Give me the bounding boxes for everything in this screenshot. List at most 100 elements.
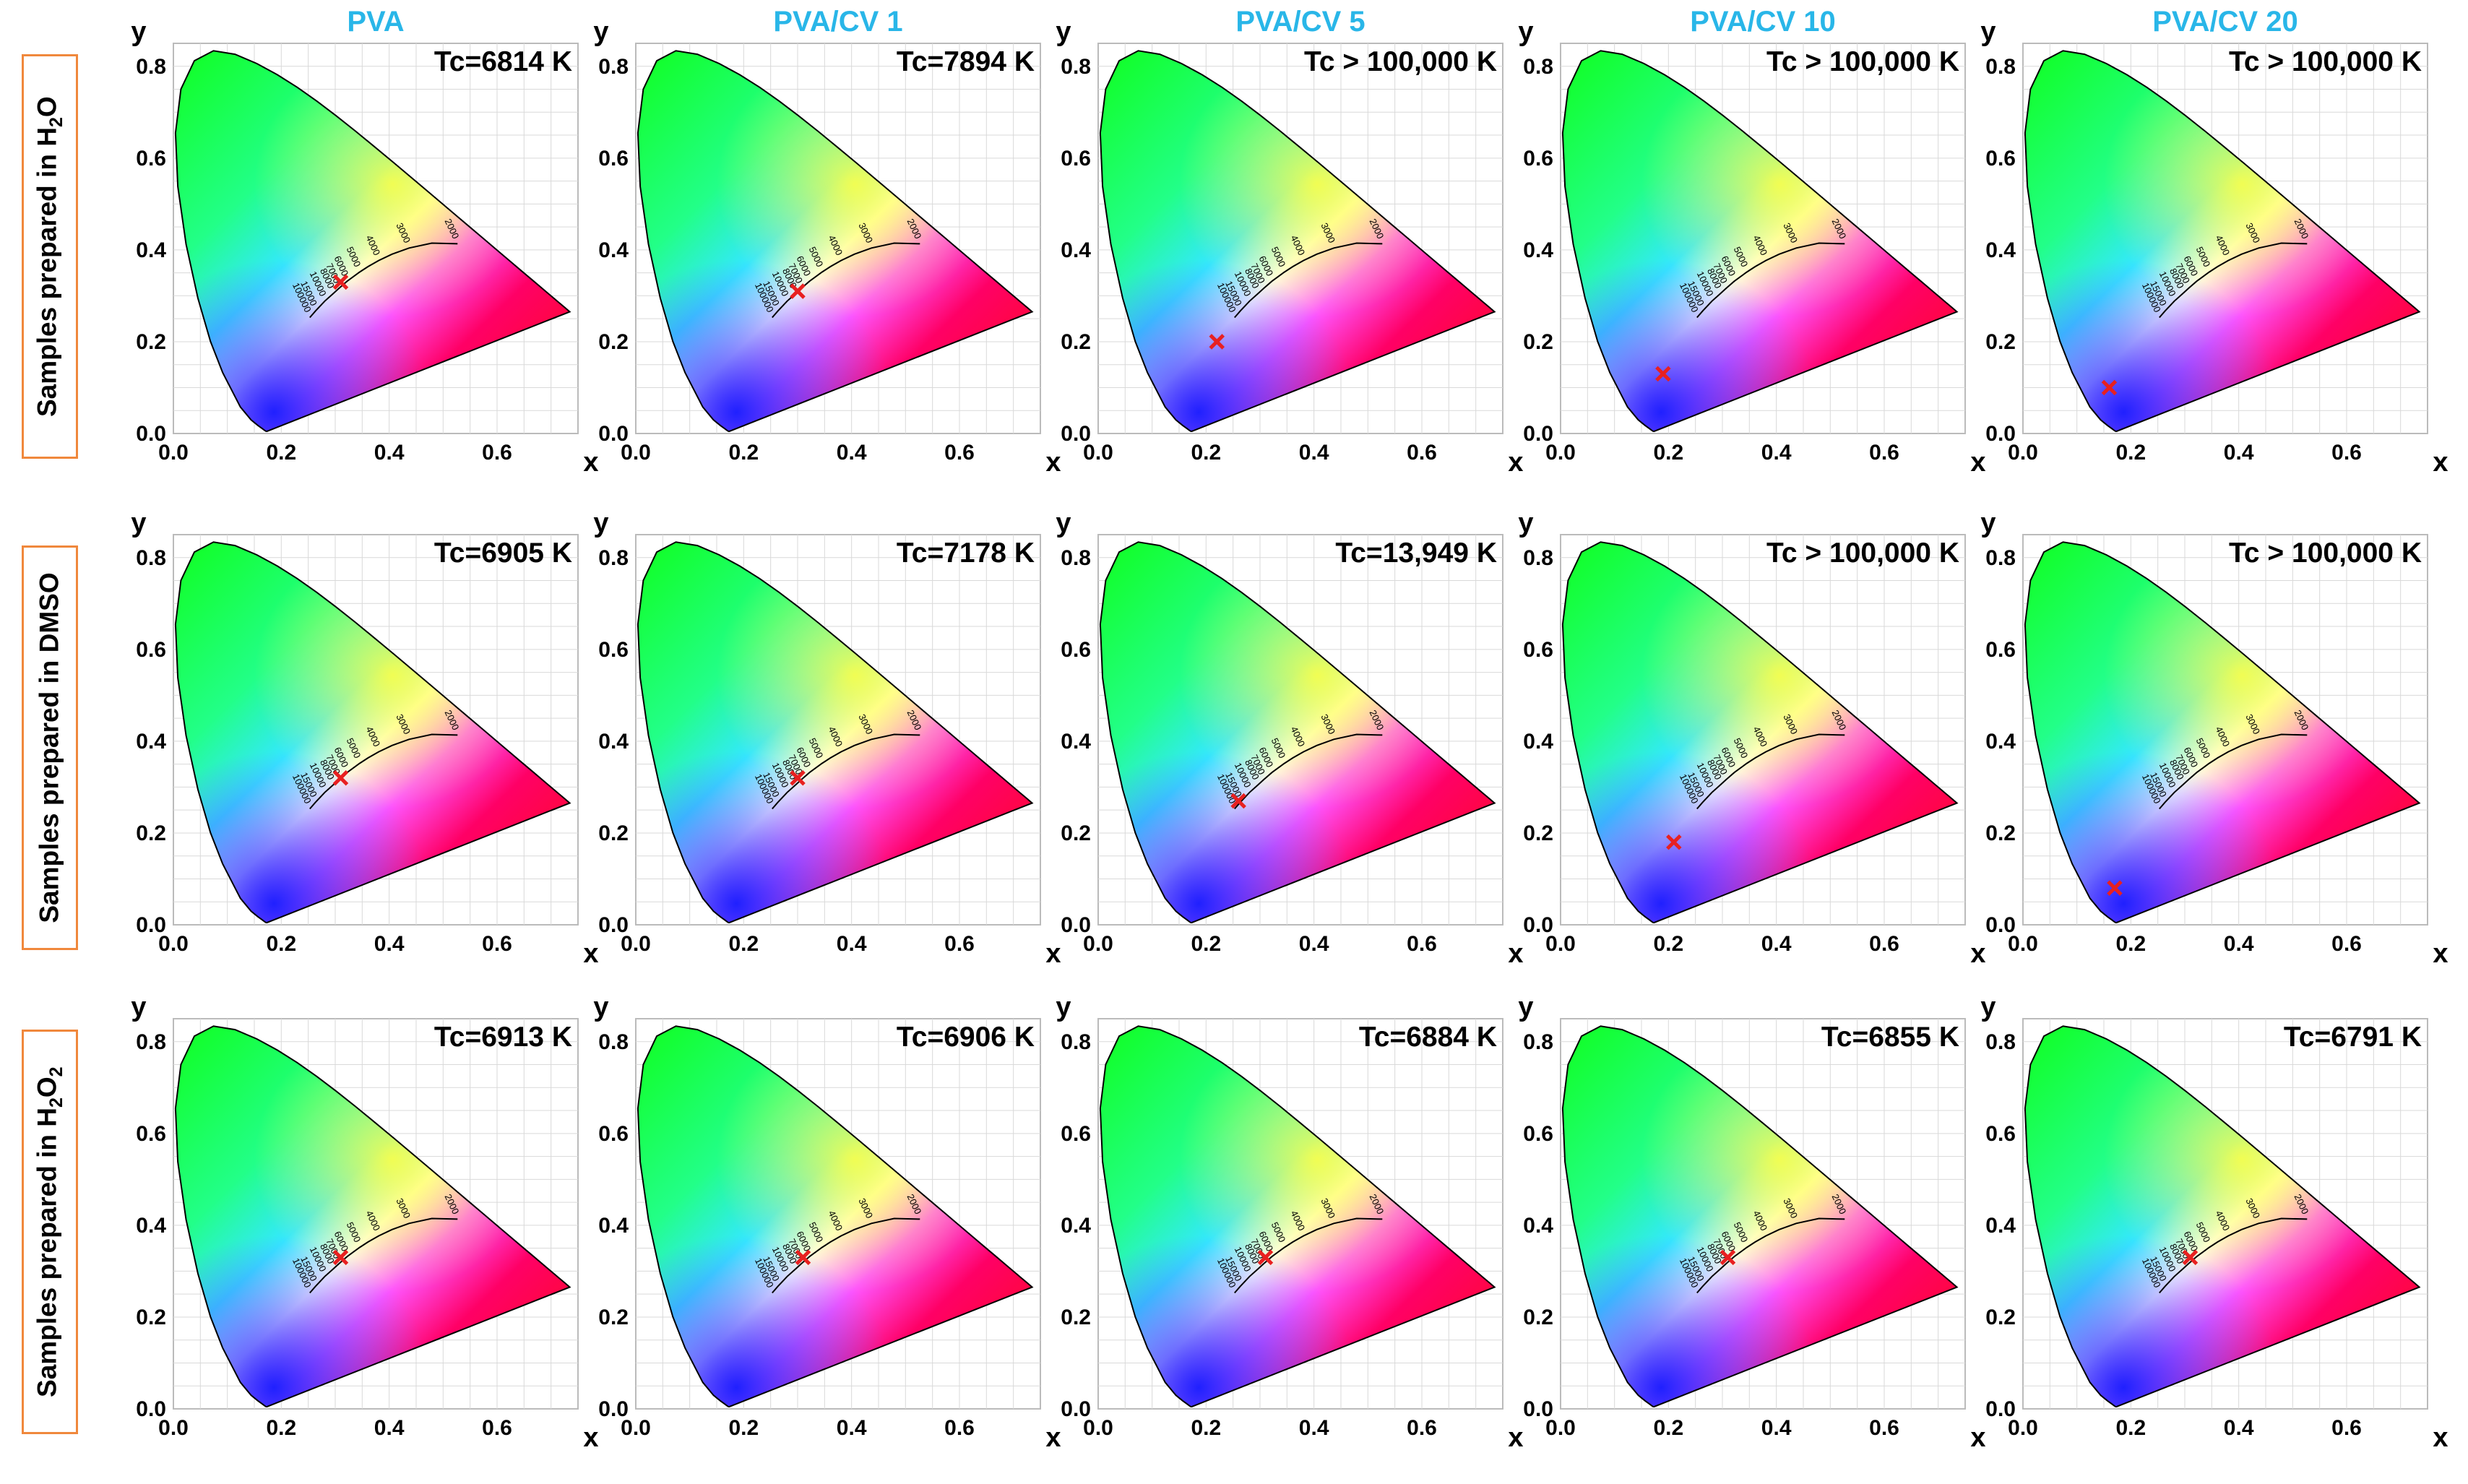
cie-panel: 2000 3000 4000 5000 6000 7000 8000 10000 15000 10… xyxy=(578,14,1062,484)
y-tick-label: 0.2 xyxy=(1985,1306,2016,1329)
y-axis-label: y xyxy=(131,508,146,538)
y-tick-label: 0.6 xyxy=(1523,638,1553,662)
y-tick-label: 0.6 xyxy=(1523,147,1553,171)
y-tick-label: 0.4 xyxy=(1523,1214,1553,1238)
x-tick-label: 0.2 xyxy=(2115,441,2146,465)
row-label: Samples prepared in DMSO xyxy=(22,545,78,950)
y-tick-label: 0.2 xyxy=(598,821,629,845)
spectral-locus xyxy=(2024,541,2421,924)
color-temperature-label: Tc=7178 K xyxy=(896,538,1035,569)
y-tick-label: 0.6 xyxy=(1985,147,2016,171)
planckian-locus xyxy=(309,1217,458,1294)
y-axis-label: y xyxy=(593,992,608,1022)
y-tick-label: 0.2 xyxy=(136,330,166,354)
gamut-shade xyxy=(1100,1026,1495,1407)
x-tick-label: 0.2 xyxy=(266,932,296,956)
x-tick-label: 0.2 xyxy=(1191,932,1221,956)
x-tick-label: 0.2 xyxy=(728,441,759,465)
y-tick-label: 0.2 xyxy=(1061,330,1091,354)
y-tick-label: 0.4 xyxy=(598,730,629,754)
y-tick-label: 0.4 xyxy=(136,730,166,754)
x-tick-label: 0.0 xyxy=(621,1416,651,1440)
y-tick-label: 0.8 xyxy=(1523,55,1553,79)
spectral-locus xyxy=(2024,50,2421,433)
y-tick-label: 0.4 xyxy=(1985,1214,2016,1238)
x-axis-label: x xyxy=(1970,447,1985,478)
y-tick-label: 0.2 xyxy=(1061,821,1091,845)
x-axis-label: x xyxy=(1045,939,1061,969)
y-tick-label: 0.0 xyxy=(1061,1397,1091,1421)
x-tick-label: 0.6 xyxy=(2331,932,2362,956)
y-tick-label: 0.4 xyxy=(1523,238,1553,262)
row-label: Samples prepared in H2O2 xyxy=(22,1030,78,1434)
planckian-locus xyxy=(772,733,920,810)
x-axis-label: x xyxy=(2433,447,2448,478)
chromaticity-marker xyxy=(332,274,349,290)
x-axis-label: x xyxy=(583,939,598,969)
x-tick-label: 0.2 xyxy=(1191,1416,1221,1440)
planckian-locus xyxy=(309,242,458,319)
y-tick-label: 0.2 xyxy=(136,1306,166,1329)
x-tick-label: 0.6 xyxy=(1407,1416,1437,1440)
x-tick-label: 0.6 xyxy=(1407,932,1437,956)
cie-panel: 2000 3000 4000 5000 6000 7000 8000 10000 15000 10… xyxy=(1503,14,1987,484)
x-tick-label: 0.2 xyxy=(2115,932,2146,956)
y-tick-label: 0.8 xyxy=(1061,546,1091,570)
y-tick-label: 0.6 xyxy=(1523,1122,1553,1146)
spectral-locus xyxy=(1099,541,1496,924)
chromaticity-marker xyxy=(795,1249,811,1266)
x-tick-label: 0.4 xyxy=(1761,1416,1792,1440)
x-tick-label: 0.4 xyxy=(1761,441,1792,465)
cie-panel: 2000 3000 4000 5000 6000 7000 8000 10000 15000 10… xyxy=(1965,14,2449,484)
color-temperature-label: Tc > 100,000 K xyxy=(2228,538,2422,569)
y-tick-label: 0.2 xyxy=(598,1306,629,1329)
y-tick-label: 0.0 xyxy=(598,913,629,937)
chromaticity-marker xyxy=(790,283,806,299)
planckian-locus xyxy=(1696,733,1845,810)
cie-chart: 2000300040005000600070008000100001500010… xyxy=(1980,508,2448,969)
y-tick-label: 0.8 xyxy=(1523,546,1553,570)
planckian-locus xyxy=(2159,242,2308,319)
x-tick-label: 0.0 xyxy=(158,441,189,465)
y-tick-label: 0.0 xyxy=(136,913,166,937)
cie-chart: 2000300040005000600070008000100001500010… xyxy=(1518,17,1985,478)
x-tick-label: 0.2 xyxy=(1191,441,1221,465)
x-tick-label: 0.0 xyxy=(158,1416,189,1440)
gamut-shade xyxy=(1562,542,1957,923)
y-tick-label: 0.2 xyxy=(1985,821,2016,845)
x-tick-label: 0.6 xyxy=(944,1416,975,1440)
gamut-shade xyxy=(2024,51,2420,432)
y-tick-label: 0.4 xyxy=(1061,1214,1091,1238)
y-tick-label: 0.4 xyxy=(1061,730,1091,754)
y-axis-label: y xyxy=(1056,508,1071,538)
y-tick-label: 0.6 xyxy=(1061,147,1091,171)
y-tick-label: 0.0 xyxy=(1523,913,1553,937)
y-tick-label: 0.0 xyxy=(598,1397,629,1421)
cie-panel: 2000 3000 4000 5000 6000 7000 8000 10000 15000 10… xyxy=(116,506,600,975)
x-tick-label: 0.0 xyxy=(1545,1416,1576,1440)
y-tick-label: 0.6 xyxy=(598,638,629,662)
y-tick-label: 0.4 xyxy=(136,1214,166,1238)
x-tick-label: 0.6 xyxy=(1869,1416,1899,1440)
y-axis-label: y xyxy=(1056,992,1071,1022)
y-tick-label: 0.8 xyxy=(1061,1030,1091,1054)
y-tick-label: 0.4 xyxy=(1523,730,1553,754)
x-tick-label: 0.6 xyxy=(944,441,975,465)
y-tick-label: 0.8 xyxy=(136,55,166,79)
y-axis-label: y xyxy=(1056,17,1071,47)
x-axis-label: x xyxy=(1045,447,1061,478)
y-tick-label: 0.8 xyxy=(1985,546,2016,570)
chromaticity-marker xyxy=(1655,366,1671,382)
x-tick-label: 0.6 xyxy=(944,932,975,956)
column-title: PVA/CV 1 xyxy=(773,6,903,38)
chromaticity-marker xyxy=(332,1249,349,1266)
gamut-shade xyxy=(175,1026,570,1407)
x-tick-label: 0.2 xyxy=(266,441,296,465)
y-tick-label: 0.8 xyxy=(598,55,629,79)
column-title: PVA/CV 20 xyxy=(2152,6,2298,38)
x-tick-label: 0.2 xyxy=(1653,441,1683,465)
y-tick-label: 0.0 xyxy=(1523,422,1553,446)
x-tick-label: 0.6 xyxy=(1407,441,1437,465)
cie-panel: 2000 3000 4000 5000 6000 7000 8000 10000 15000 10… xyxy=(1965,990,2449,1459)
row-label-text: Samples prepared in H2O xyxy=(32,96,67,417)
